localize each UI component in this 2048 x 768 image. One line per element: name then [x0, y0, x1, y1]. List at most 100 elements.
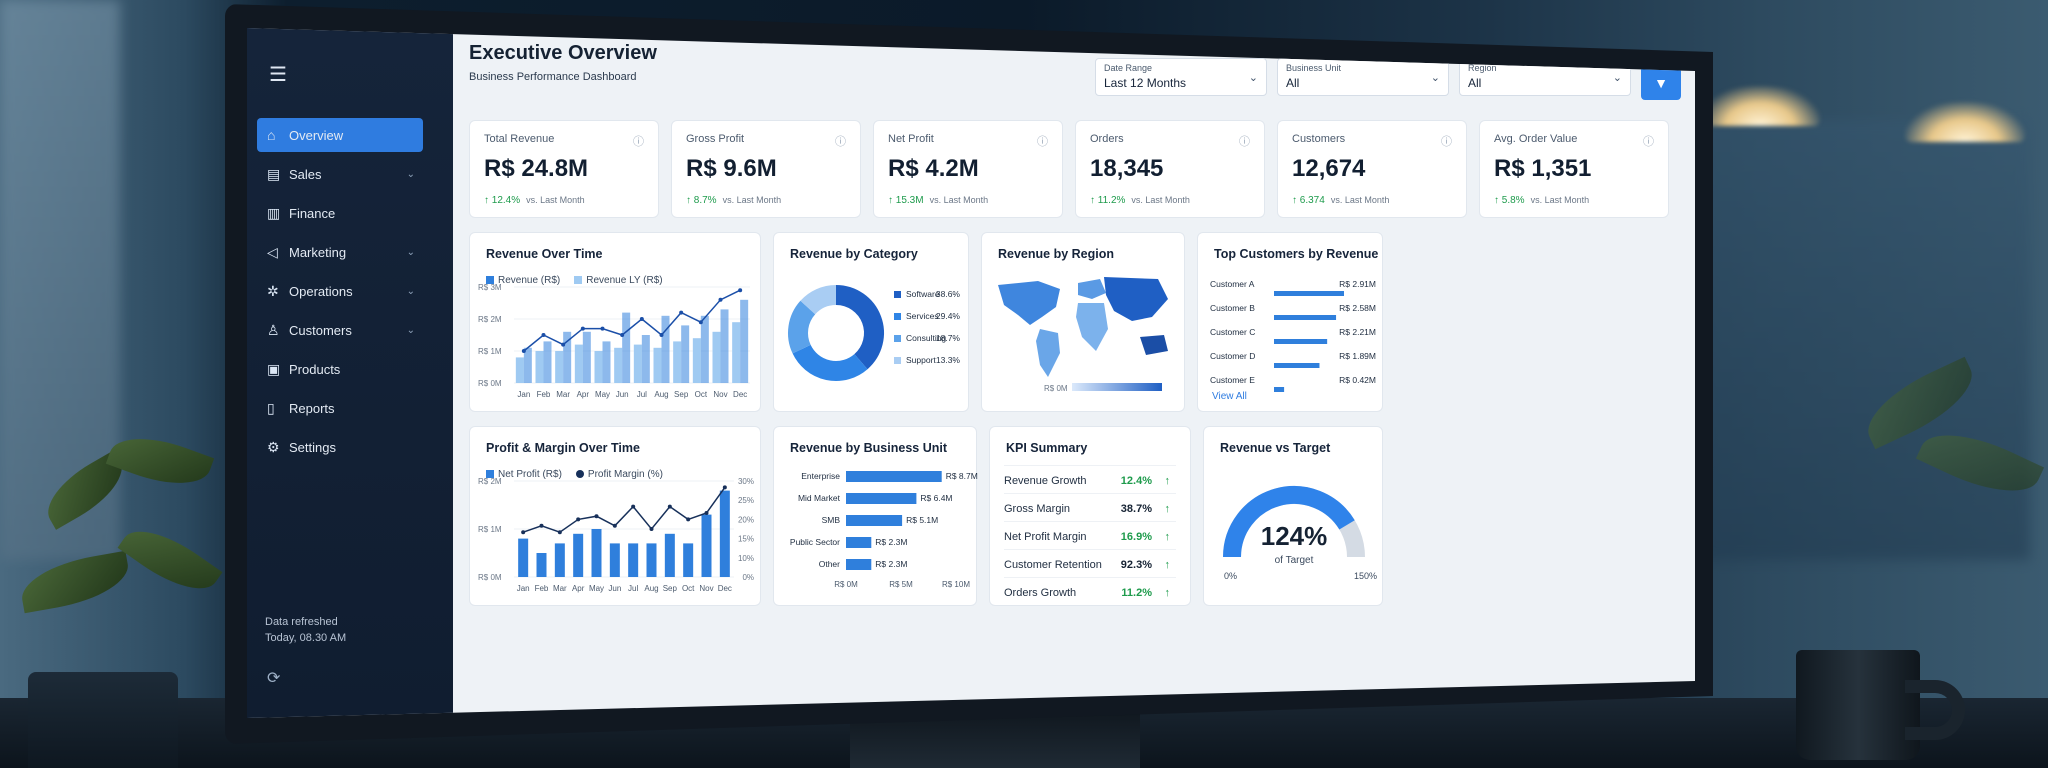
reload-icon[interactable]: ⟳	[267, 670, 281, 687]
bu-bar	[846, 559, 872, 570]
revenue-by-business-unit-card: Revenue by Business Unit Enterprise R$ 8.…	[773, 426, 978, 606]
kpi-label: Net Profit	[888, 133, 934, 145]
revenue-by-category-card: Revenue by Category Software 38.6% Service…	[773, 232, 969, 412]
chevron-down-icon: ⌄	[1248, 72, 1258, 84]
bar-revenue-ly	[653, 347, 662, 383]
filter-button[interactable]: ▼	[1641, 66, 1681, 100]
kpi-card[interactable]: Avg. Order Value R$ 1,351 ↑ 5.8% vs. Last M…	[1479, 120, 1669, 218]
kpi-card[interactable]: Gross Profit R$ 9.6M ↑ 8.7% vs. Last Month ⓘ	[671, 120, 861, 218]
europe	[1078, 279, 1106, 299]
sidebar-item-label: Marketing	[289, 244, 347, 260]
customer-value: R$ 0.42M	[1339, 375, 1376, 385]
margin-point	[594, 514, 599, 519]
info-icon[interactable]: ⓘ	[1643, 136, 1654, 148]
customer-bar	[1274, 387, 1285, 392]
kpi-summary-value: 92.3%	[1120, 558, 1152, 571]
customer-bar	[1274, 315, 1337, 320]
bar-revenue-ly	[712, 331, 721, 383]
kpi-summary-card: KPI Summary Revenue Growth 12.4% ↑ Gross Ma…	[989, 426, 1191, 606]
info-icon[interactable]: ⓘ	[835, 136, 846, 148]
legend-item: Net Profit (R$)	[486, 469, 562, 480]
bar-net-profit	[518, 538, 529, 577]
margin-point	[722, 485, 727, 490]
y2-tick-label: 20%	[738, 515, 754, 524]
document-icon: ▯	[267, 399, 275, 416]
asia	[1104, 277, 1168, 321]
legend-item: Revenue LY (R$)	[574, 275, 663, 286]
x-tick-label: Apr	[572, 584, 585, 593]
bu-label: Enterprise	[801, 471, 840, 481]
revenue-over-time-chart: R$ 0M R$ 1M R$ 2M R$ 3M Jan Feb Mar Apr May Jun Ju…	[478, 283, 750, 399]
business-unit-select[interactable]: Business Unit All ⌄	[1277, 58, 1449, 96]
line-point	[698, 320, 703, 325]
kpi-comparison: vs. Last Month	[722, 195, 782, 205]
date-range-select[interactable]: Date Range Last 12 Months ⌄	[1095, 58, 1267, 96]
sidebar-item-finance[interactable]: ▥ Finance	[257, 196, 423, 230]
donut-slice	[792, 344, 868, 381]
sidebar-item-overview[interactable]: ⌂ Overview	[257, 118, 423, 152]
box-icon: ▣	[267, 360, 281, 377]
x-tick-label: Jan	[517, 390, 530, 399]
y-tick-label: R$ 0M	[478, 573, 502, 582]
info-icon[interactable]: ⓘ	[1037, 136, 1048, 148]
page-title: Executive Overview	[469, 42, 657, 64]
sidebar-item-reports[interactable]: ▯ Reports	[257, 391, 423, 425]
margin-point	[631, 504, 636, 509]
bar-revenue-ly	[555, 351, 564, 383]
info-icon[interactable]: ⓘ	[1239, 136, 1250, 148]
bu-value: R$ 2.3M	[875, 559, 907, 569]
kpi-card[interactable]: Customers 12,674 ↑ 6.374 vs. Last Month ⓘ	[1277, 120, 1467, 218]
kpi-summary-label: Gross Margin	[1004, 502, 1071, 515]
line-point	[639, 317, 644, 321]
info-icon[interactable]: ⓘ	[1441, 136, 1452, 148]
chart-legend: Revenue (R$) Revenue LY (R$)	[486, 275, 663, 286]
hamburger-icon[interactable]: ☰	[269, 64, 287, 86]
x-tick-label: Jul	[637, 390, 647, 399]
plant-leaf	[117, 514, 223, 606]
sidebar-item-marketing[interactable]: ◁ Marketing ⌄	[257, 235, 423, 269]
bar-revenue-ly	[535, 351, 544, 383]
legend-swatch	[894, 313, 901, 320]
dashboard-screen: ☰ ⌂ Overview ▤ Sales ⌄ ▥ Finance ◁ Marketing ⌄ ✲ Op…	[247, 28, 1695, 718]
business-unit-label: Business Unit	[1286, 63, 1342, 73]
sidebar-item-label: Settings	[289, 439, 336, 455]
sidebar-item-customers[interactable]: ♙ Customers ⌄	[257, 313, 423, 347]
date-range-label: Date Range	[1104, 63, 1153, 73]
window-right	[1700, 120, 2030, 560]
north-america	[998, 281, 1060, 325]
kpi-card[interactable]: Net Profit R$ 4.2M ↑ 15.3M vs. Last Month ⓘ	[873, 120, 1063, 218]
sidebar-item-settings[interactable]: ⚙ Settings	[257, 430, 423, 464]
legend-label: Support	[906, 355, 936, 365]
margin-point	[649, 527, 654, 531]
x-tick-label: Jul	[628, 584, 638, 593]
kpi-summary-label: Customer Retention	[1004, 558, 1102, 571]
legend-revenue: Revenue (R$)	[498, 275, 561, 286]
top-customers-chart: Customer A R$ 2.91M Customer B R$ 2.58M Cust…	[1210, 279, 1376, 392]
bu-label: Mid Market	[798, 493, 841, 503]
revenue-trend-line	[523, 289, 741, 352]
chevron-down-icon: ⌄	[406, 168, 415, 180]
legend-net-profit: Net Profit (R$)	[498, 469, 562, 480]
sidebar-item-label: Finance	[289, 205, 336, 221]
region-select[interactable]: Region All ⌄	[1459, 58, 1631, 96]
sidebar-item-operations[interactable]: ✲ Operations ⌄	[257, 274, 423, 308]
kpi-value: R$ 9.6M	[686, 155, 777, 182]
sidebar-item-label: Sales	[289, 166, 322, 182]
kpi-label: Orders	[1090, 133, 1124, 145]
kpi-card[interactable]: Total Revenue R$ 24.8M ↑ 12.4% vs. Last Mon…	[469, 120, 659, 218]
kpi-card[interactable]: Orders 18,345 ↑ 11.2% vs. Last Month ⓘ	[1075, 120, 1265, 218]
info-icon[interactable]: ⓘ	[633, 136, 644, 148]
sidebar-item-products[interactable]: ▣ Products	[257, 352, 423, 386]
world-map: R$ 0M	[998, 277, 1168, 393]
bu-bar	[846, 493, 917, 504]
bar-net-profit	[719, 490, 730, 577]
sidebar-item-sales[interactable]: ▤ Sales ⌄	[257, 157, 423, 191]
view-all-link[interactable]: View All	[1212, 391, 1247, 402]
gauge-min: 0%	[1224, 571, 1237, 581]
bar-revenue-ly	[594, 351, 603, 383]
line-point	[541, 333, 546, 337]
x-tick-label: Apr	[577, 390, 590, 399]
legend-value: 38.6%	[936, 289, 961, 299]
kpi-value: R$ 4.2M	[888, 155, 979, 182]
map-scale-bar	[1072, 383, 1162, 391]
